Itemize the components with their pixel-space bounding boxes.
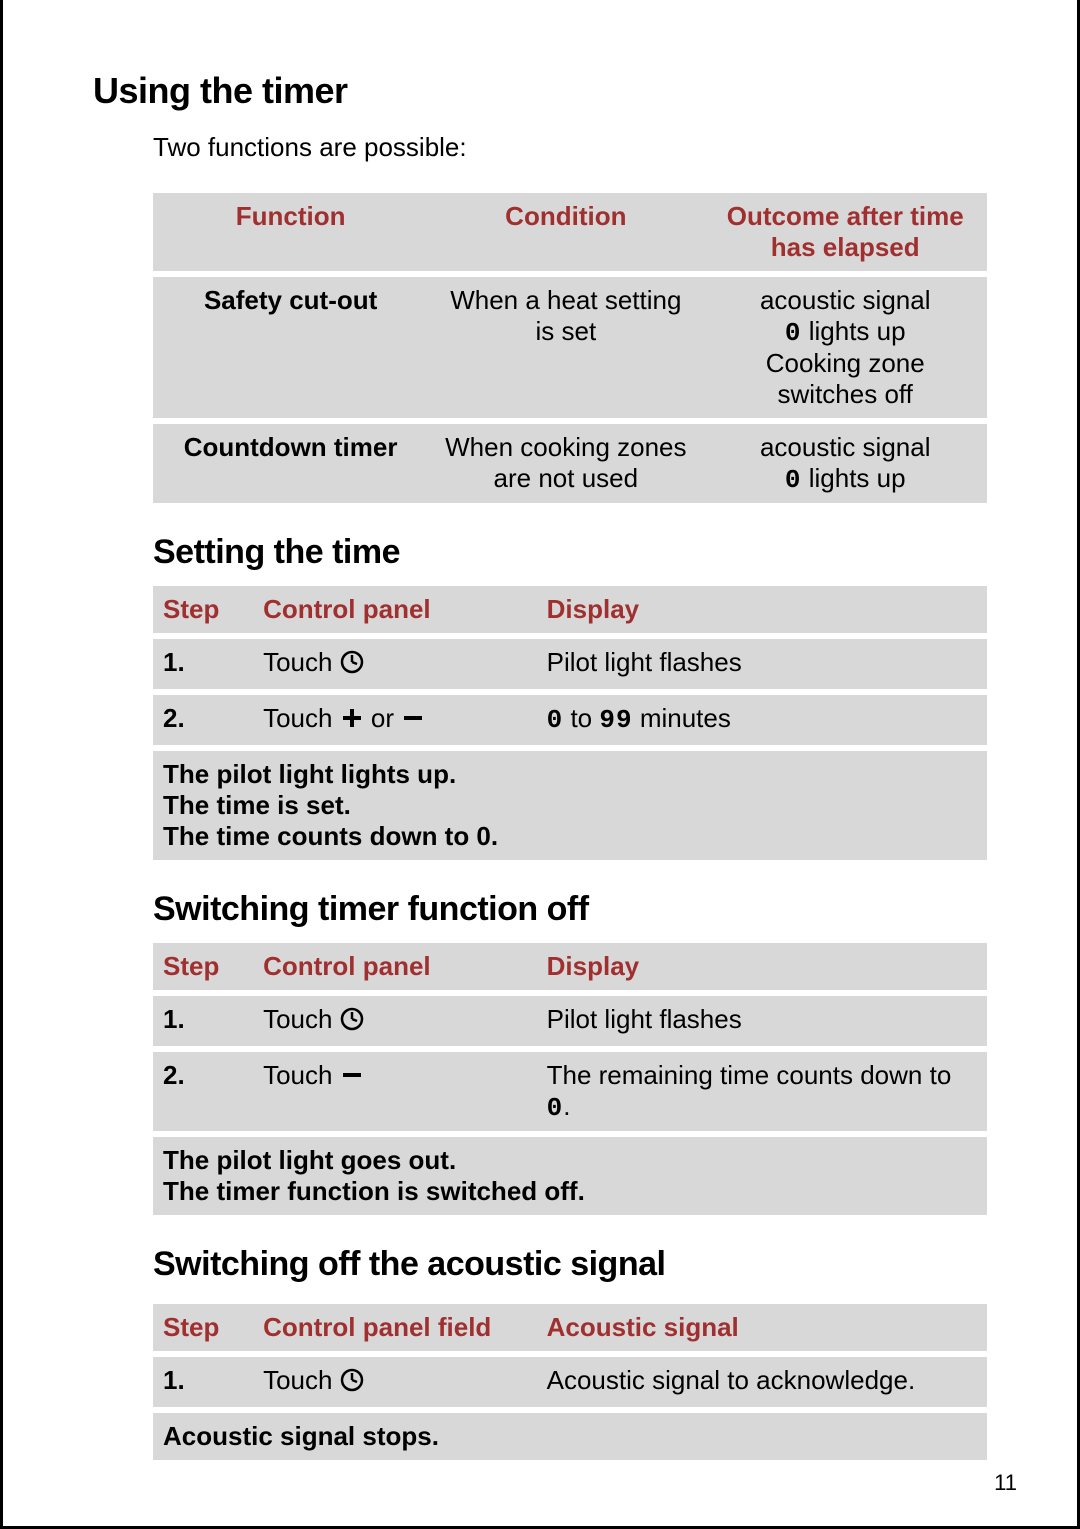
seg-zero-icon: 0 [785,318,802,348]
table-row: Safety cut-out When a heat setting is se… [153,277,987,418]
cp-text: Touch [263,1365,340,1395]
note-row: The pilot light goes out. The timer func… [153,1137,987,1215]
step-cell: 1. [153,996,253,1046]
cp-text: Touch [263,703,340,733]
note-cell: The pilot light goes out. The timer func… [153,1137,987,1215]
disp-text: The remaining time counts down to [547,1060,952,1090]
minus-icon [340,1063,364,1094]
clock-icon [340,650,364,681]
outcome-line: lights up [809,316,906,346]
cp-cell: Touch [253,639,537,689]
cp-text: Touch [263,1004,340,1034]
step-cell: 2. [153,1052,253,1131]
table-row: 2. Touch or 0 to 99 minutes [153,695,987,745]
disp-cell: Pilot light flashes [537,996,987,1046]
th-step: Step [153,943,253,990]
table-header-row: Step Control panel field Acoustic signal [153,1304,987,1351]
switch-off-heading: Switching timer function off [153,890,987,929]
cp-cell: Touch or [253,695,537,745]
seg-zero-icon: 0 [785,465,802,495]
step-cell: 2. [153,695,253,745]
minus-icon [401,706,425,737]
fn-cell: Safety cut-out [153,277,428,418]
outcome-cell: acoustic signal 0 lights up Cooking zone… [703,277,987,418]
disp-cell: 0 to 99 minutes [537,695,987,745]
fn-cell: Countdown timer [153,424,428,503]
th-disp: Display [537,586,987,633]
table-row: 1. Touch Pilot light flashes [153,996,987,1046]
note-row: Acoustic signal stops. [153,1413,987,1460]
disp-text: . [563,1091,570,1121]
step-cell: 1. [153,639,253,689]
seg-value: 0 [547,705,564,735]
th-step: Step [153,586,253,633]
page: Using the timer Two functions are possib… [0,0,1080,1529]
disp-cell: Acoustic signal to acknowledge. [537,1357,987,1407]
setting-time-table: Step Control panel Display 1. Touch Pilo… [153,586,987,860]
seg-value: 99 [599,705,632,735]
clock-icon [340,1007,364,1038]
seg-value: 0 [547,1093,564,1123]
th-outcome: Outcome after time has elapsed [703,193,987,271]
outcome-line: lights up [809,463,906,493]
cond-cell: When a heat setting is set [428,277,703,418]
acoustic-table: Step Control panel field Acoustic signal… [153,1304,987,1460]
clock-icon [340,1368,364,1399]
disp-cell: The remaining time counts down to 0. [537,1052,987,1131]
cp-text: Touch [263,1060,340,1090]
note-cell: Acoustic signal stops. [153,1413,987,1460]
intro-text: Two functions are possible: [153,132,987,163]
cond-cell: When cooking zones are not used [428,424,703,503]
note-line: The time counts down to 0. [163,821,498,851]
table-header-row: Step Control panel Display [153,586,987,633]
switch-off-table: Step Control panel Display 1. Touch Pilo… [153,943,987,1215]
outcome-line: acoustic signal [760,285,931,315]
note-line: The timer function is switched off. [163,1176,585,1206]
outcome-line: acoustic signal [760,432,931,462]
table-row: 1. Touch Pilot light flashes [153,639,987,689]
table-row: Countdown timer When cooking zones are n… [153,424,987,503]
th-disp: Acoustic signal [537,1304,987,1351]
th-cp: Control panel field [253,1304,537,1351]
cp-text: Touch [263,647,340,677]
note-line: The pilot light goes out. [163,1145,456,1175]
outcome-cell: acoustic signal 0 lights up [703,424,987,503]
disp-text: to [563,703,599,733]
cp-cell: Touch [253,1357,537,1407]
outcome-line: Cooking zone switches off [766,348,925,409]
cp-cell: Touch [253,996,537,1046]
note-line: Acoustic signal stops. [163,1421,439,1451]
cp-cell: Touch [253,1052,537,1131]
cp-text: or [364,703,402,733]
setting-time-heading: Setting the time [153,533,987,572]
main-heading: Using the timer [93,70,987,112]
plus-icon [340,706,364,737]
function-table: Function Condition Outcome after time ha… [153,193,987,503]
table-header-row: Step Control panel Display [153,943,987,990]
th-disp: Display [537,943,987,990]
step-cell: 1. [153,1357,253,1407]
note-row: The pilot light lights up. The time is s… [153,751,987,860]
th-step: Step [153,1304,253,1351]
th-cp: Control panel [253,943,537,990]
th-cp: Control panel [253,586,537,633]
disp-text: minutes [633,703,731,733]
table-row: 2. Touch The remaining time counts down … [153,1052,987,1131]
page-number: 11 [994,1470,1017,1496]
th-function: Function [153,193,428,271]
table-row: 1. Touch Acoustic signal to acknowledge. [153,1357,987,1407]
table-header-row: Function Condition Outcome after time ha… [153,193,987,271]
disp-cell: Pilot light flashes [537,639,987,689]
note-line: The time is set. [163,790,351,820]
note-cell: The pilot light lights up. The time is s… [153,751,987,860]
note-line: The pilot light lights up. [163,759,456,789]
acoustic-heading: Switching off the acoustic signal [153,1245,987,1284]
th-condition: Condition [428,193,703,271]
